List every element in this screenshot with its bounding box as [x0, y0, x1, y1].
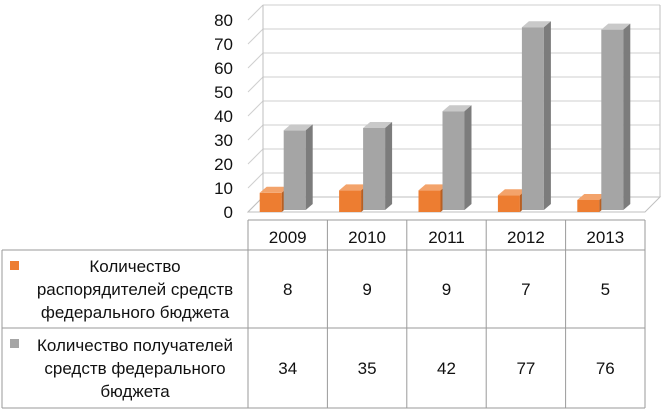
gridline-side [247, 4, 264, 21]
data-table: 2009 2010 2011 2012 2013 Количество распорядит… [1, 219, 646, 409]
y-tick-labels: 0 10 20 30 40 50 60 70 80 [214, 11, 233, 222]
x-tick-label: 2013 [586, 228, 624, 247]
bar-top [418, 184, 448, 191]
bar-top [283, 124, 313, 131]
bar-top [339, 184, 369, 191]
gridline-side [247, 148, 264, 165]
x-tick-label: 2010 [348, 228, 386, 247]
x-tick-label: 2009 [269, 228, 307, 247]
data-label: 34 [278, 359, 297, 378]
bar-recipients [521, 27, 544, 211]
y-tick-label: 10 [214, 179, 233, 198]
data-label: 9 [362, 280, 371, 299]
data-label: 8 [283, 280, 292, 299]
gridline-side [247, 100, 264, 117]
bar-side [464, 105, 472, 210]
x-tick-label: 2011 [428, 228, 465, 247]
y-tick-label: 20 [214, 155, 233, 174]
y-tick-label: 40 [214, 107, 233, 126]
y-tick-label: 60 [214, 59, 233, 78]
bar-top [601, 23, 631, 30]
y-tick-label: 30 [214, 131, 233, 150]
bar-top [442, 105, 472, 112]
bar-managers [259, 192, 282, 212]
bar-managers [339, 190, 362, 212]
y-tick-label: 50 [214, 83, 233, 102]
bar-side [305, 124, 313, 210]
legend-label: Количество [89, 257, 180, 276]
y-tick-label: 70 [214, 35, 233, 54]
bar-side [385, 122, 393, 210]
data-label: 5 [601, 280, 610, 299]
bar-top [521, 21, 551, 28]
bar-managers [577, 200, 600, 212]
bar-top [363, 122, 393, 128]
legend-key [10, 261, 19, 270]
data-label: 76 [596, 359, 615, 378]
data-label: 42 [437, 359, 456, 378]
gridline-side [247, 52, 264, 69]
bar-recipients [283, 130, 306, 210]
bar-recipients [442, 111, 465, 210]
bar-side [623, 23, 631, 210]
bar-side [543, 21, 551, 211]
bar-managers [418, 190, 441, 212]
data-label: 7 [521, 280, 530, 299]
bar-recipients [363, 128, 386, 210]
bar-recipients [601, 29, 624, 210]
x-tick-label: 2012 [507, 228, 545, 247]
data-label: 77 [516, 359, 535, 378]
legend-label: федерального бюджета [41, 303, 230, 322]
gridline-side [247, 76, 264, 93]
gridline-side [247, 172, 264, 189]
legend-label: Количество получателей [37, 336, 233, 355]
y-tick-label: 0 [224, 203, 233, 222]
gridline-side [247, 124, 264, 141]
bar-top [259, 186, 289, 193]
legend-label: бюджета [100, 382, 170, 401]
data-label: 9 [442, 280, 451, 299]
legend-label: средств федерального [44, 359, 225, 378]
bars [259, 21, 631, 212]
legend-key [10, 339, 19, 348]
legend-label: распорядителей средств [37, 280, 233, 299]
gridline-side [247, 28, 264, 45]
data-label: 35 [358, 359, 377, 378]
y-tick-label: 80 [214, 11, 233, 30]
bar-top [497, 189, 527, 196]
bar-managers [497, 195, 520, 212]
bar-top [577, 194, 607, 200]
